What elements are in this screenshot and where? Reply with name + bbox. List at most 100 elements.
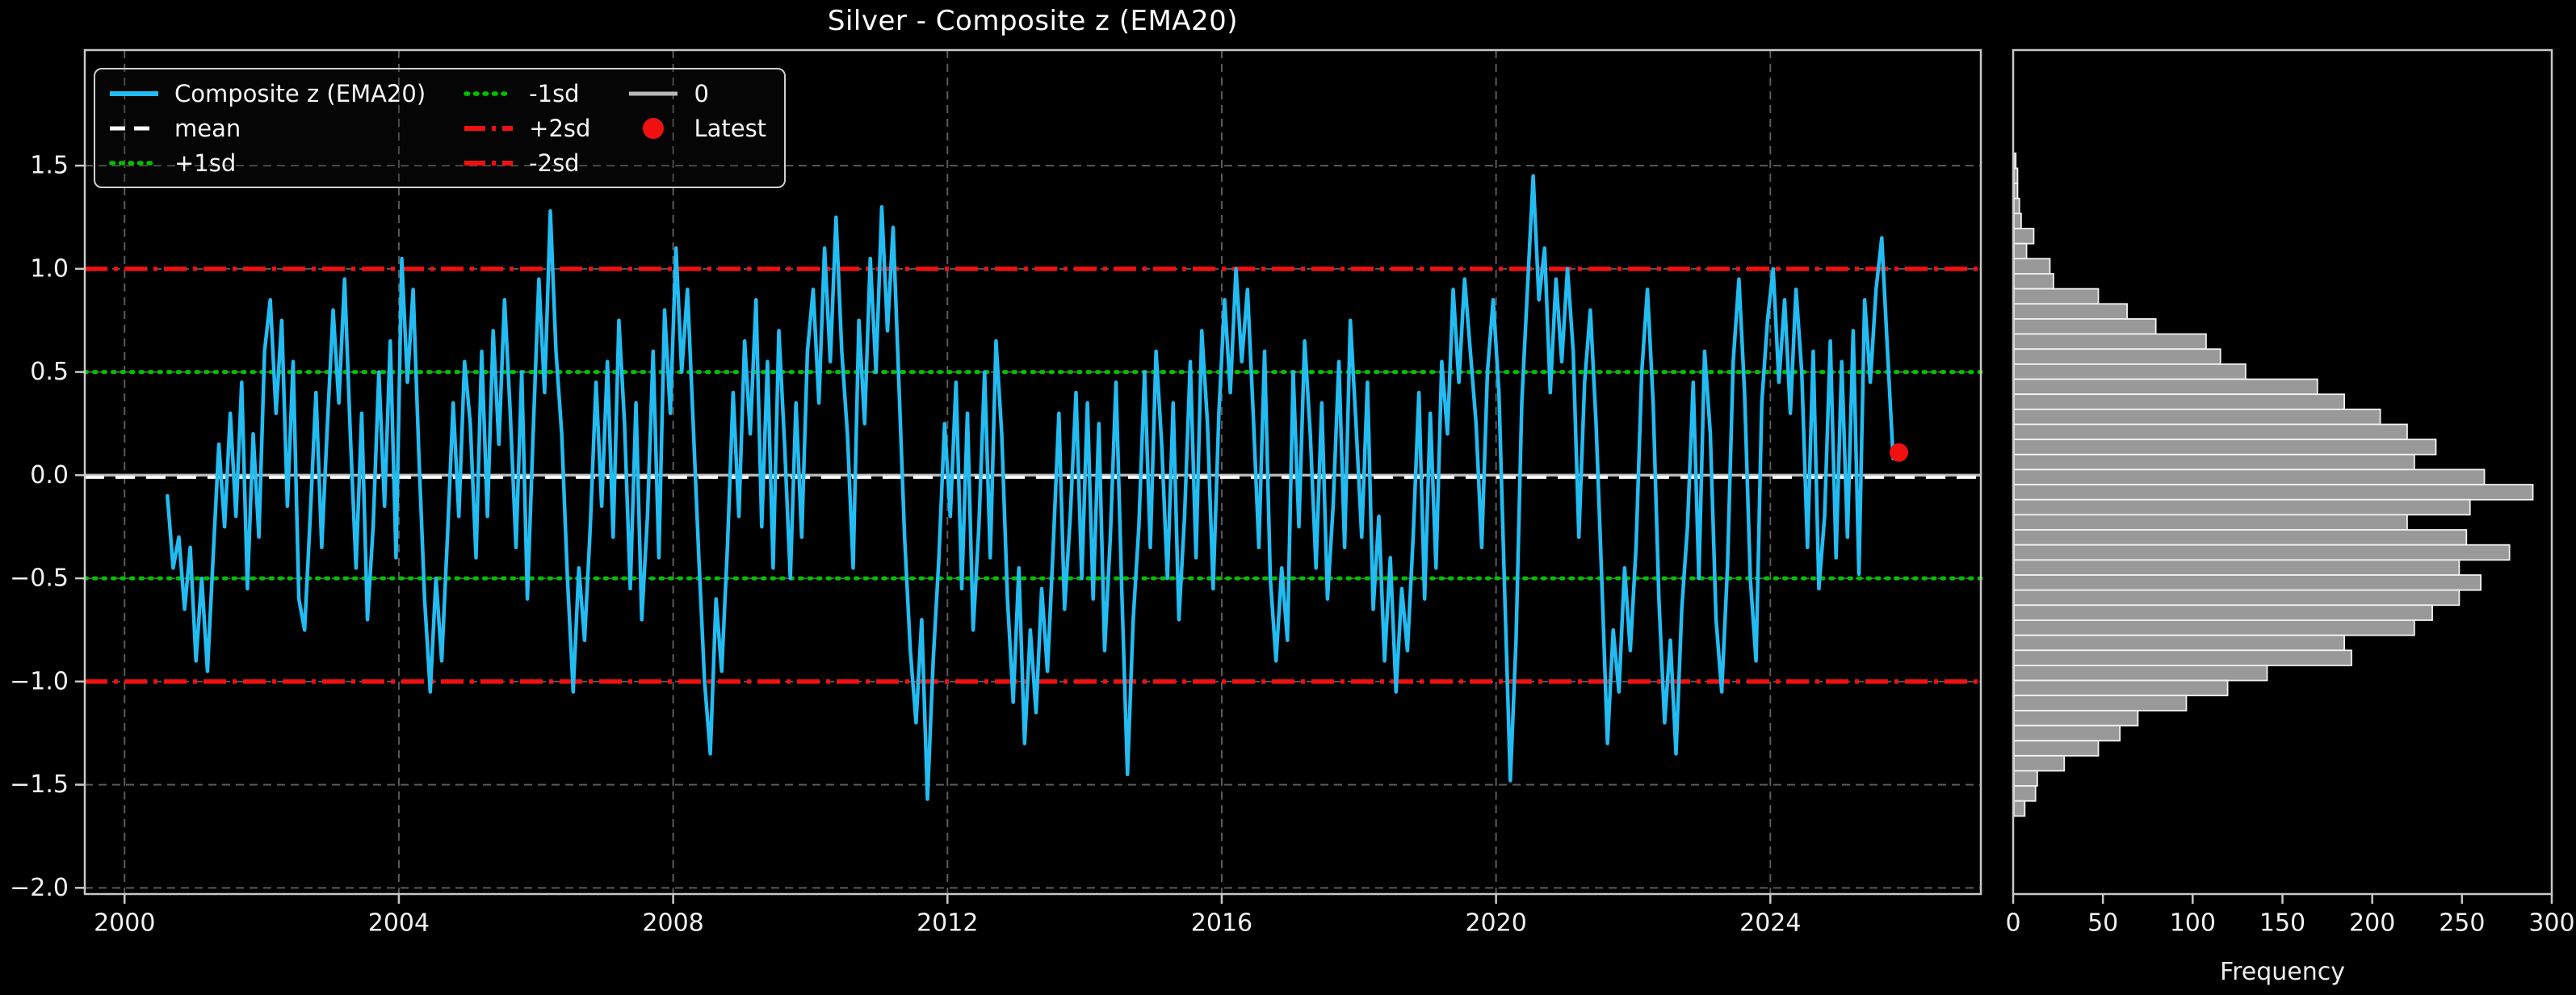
histogram-bar [2013, 740, 2100, 757]
x-tick-label: 2004 [368, 909, 430, 938]
legend-entry-plus1sd: +1sd [108, 149, 426, 177]
y-tick-label: −0.5 [10, 565, 69, 593]
legend-line-minus2sd-icon [464, 160, 514, 166]
legend-marker-latest-icon [643, 117, 665, 139]
histogram-bar [2013, 333, 2207, 351]
y-tick-label: −1.0 [10, 667, 69, 695]
histogram-bar [2013, 679, 2229, 697]
histogram-bar [2013, 303, 2128, 320]
hist-x-tick-label: 50 [2087, 909, 2118, 938]
x-tick-label: 2008 [642, 909, 703, 938]
legend-entry-minus1sd: -1sd [463, 80, 590, 107]
legend-label-plus2sd: +2sd [529, 114, 591, 142]
legend-line-minus1sd-icon [464, 90, 514, 96]
histogram-bar [2013, 484, 2534, 501]
hist-x-tick-label: 0 [2005, 909, 2020, 938]
main-panel-spines [83, 48, 1982, 896]
page-title: Silver - Composite z (EMA20) [827, 5, 1239, 37]
histogram-bar [2013, 574, 2482, 591]
histogram-bar [2013, 318, 2157, 335]
legend-line-zero-icon [629, 91, 678, 95]
x-tick-label: 2016 [1191, 909, 1252, 938]
y-tick-label: 0.0 [30, 461, 69, 489]
histogram-bar [2013, 604, 2433, 621]
y-tick-label: −1.5 [10, 770, 69, 799]
histogram-bar [2013, 439, 2437, 456]
histogram-bar [2013, 197, 2020, 215]
histogram-bar [2013, 529, 2468, 546]
legend-label-minus2sd: -2sd [529, 149, 580, 177]
legend-entry-zero: 0 [627, 80, 766, 107]
hist-x-tick-label: 250 [2439, 909, 2485, 938]
histogram-bar [2013, 695, 2188, 712]
hist-xlabel: Frequency [2220, 958, 2345, 986]
histogram-bar [2013, 559, 2461, 576]
histogram-bars [2013, 152, 2534, 817]
y-tick-label: 0.5 [30, 358, 69, 386]
histogram-bar [2013, 649, 2352, 666]
x-tick-label: 2020 [1465, 909, 1526, 938]
histogram-bar [2013, 167, 2019, 184]
histogram-bar [2013, 242, 2028, 260]
legend-entry-minus2sd: -2sd [463, 149, 590, 177]
x-tick-label: 2012 [917, 909, 978, 938]
histogram-bar [2013, 288, 2100, 305]
legend-label-latest: Latest [694, 114, 767, 142]
legend-entry-composite: Composite z (EMA20) [108, 80, 426, 107]
y-tick-label: 1.5 [30, 152, 69, 180]
histogram-bar [2013, 709, 2139, 727]
histogram-bar [2013, 634, 2345, 652]
histogram-bar [2013, 423, 2408, 441]
histogram-bar [2013, 544, 2511, 561]
histogram-bar [2013, 619, 2415, 636]
y-tick-label: 1.0 [30, 254, 69, 283]
histogram-bar [2013, 514, 2408, 531]
histogram-bar [2013, 152, 2017, 170]
hist-x-tick-label: 100 [2170, 909, 2216, 938]
legend-line-mean-icon [110, 126, 158, 130]
hist-x-tick-label: 200 [2349, 909, 2395, 938]
histogram-bar [2013, 348, 2221, 365]
legend-entry-latest: Latest [627, 115, 766, 142]
legend-label-composite: Composite z (EMA20) [174, 79, 426, 107]
x-tick-label: 2000 [94, 909, 155, 938]
histogram-bar [2013, 754, 2066, 772]
histogram-bar [2013, 665, 2268, 682]
histogram-bar [2013, 393, 2345, 410]
axis-ticks: 2000 2004 2008 2012 2016 2020 2024−2.0−1.5−1.0… [10, 152, 2574, 938]
histogram-bar [2013, 498, 2471, 516]
y-tick-label: −2.0 [10, 874, 69, 902]
histogram-bar [2013, 785, 2037, 802]
legend-entry-plus2sd: +2sd [463, 115, 590, 142]
histogram-bar [2013, 468, 2486, 485]
histogram-bar [2013, 273, 2054, 290]
x-tick-label: 2024 [1739, 909, 1801, 938]
histogram-bar [2013, 408, 2381, 426]
histogram-bar [2013, 183, 2019, 199]
histogram-bar [2013, 800, 2026, 817]
legend: Composite z (EMA20) mean +1sd -1sd +2sd [94, 68, 787, 188]
histogram-bar [2013, 589, 2461, 607]
legend-label-plus1sd: +1sd [174, 149, 237, 177]
histogram-bar [2013, 453, 2415, 471]
legend-line-composite-icon [110, 90, 158, 96]
histogram-bar [2013, 770, 2038, 787]
composite-z-line [166, 174, 1901, 801]
histogram-bar [2013, 258, 2051, 275]
histogram-bar [2013, 724, 2121, 742]
histogram-bar [2013, 212, 2022, 229]
legend-label-minus1sd: -1sd [529, 79, 580, 107]
latest-point [1890, 443, 1909, 462]
legend-label-mean: mean [174, 114, 241, 142]
hist-x-tick-label: 150 [2259, 909, 2305, 938]
legend-label-zero: 0 [694, 79, 709, 107]
legend-line-plus2sd-icon [464, 125, 514, 131]
legend-entry-mean: mean [108, 115, 426, 142]
histogram-bar [2013, 378, 2318, 396]
histogram-bar [2013, 228, 2035, 245]
legend-line-plus1sd-icon [109, 160, 159, 166]
histogram-bar [2013, 363, 2247, 380]
hist-x-tick-label: 300 [2528, 909, 2574, 938]
